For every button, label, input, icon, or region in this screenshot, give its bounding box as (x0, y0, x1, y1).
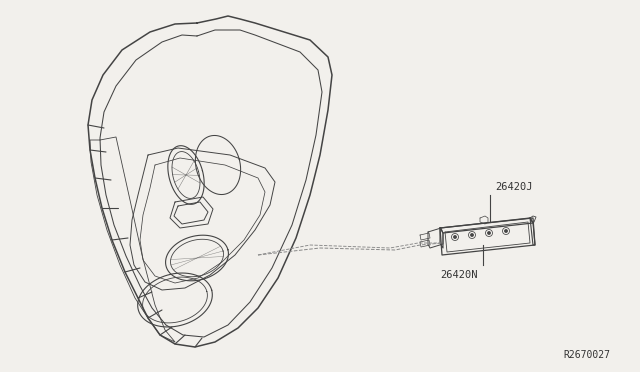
Text: 26420N: 26420N (440, 270, 477, 280)
Circle shape (505, 230, 507, 232)
Text: 26420J: 26420J (495, 182, 532, 192)
Circle shape (454, 236, 456, 238)
Circle shape (488, 232, 490, 234)
Circle shape (471, 234, 473, 236)
Text: R2670027: R2670027 (563, 350, 610, 360)
